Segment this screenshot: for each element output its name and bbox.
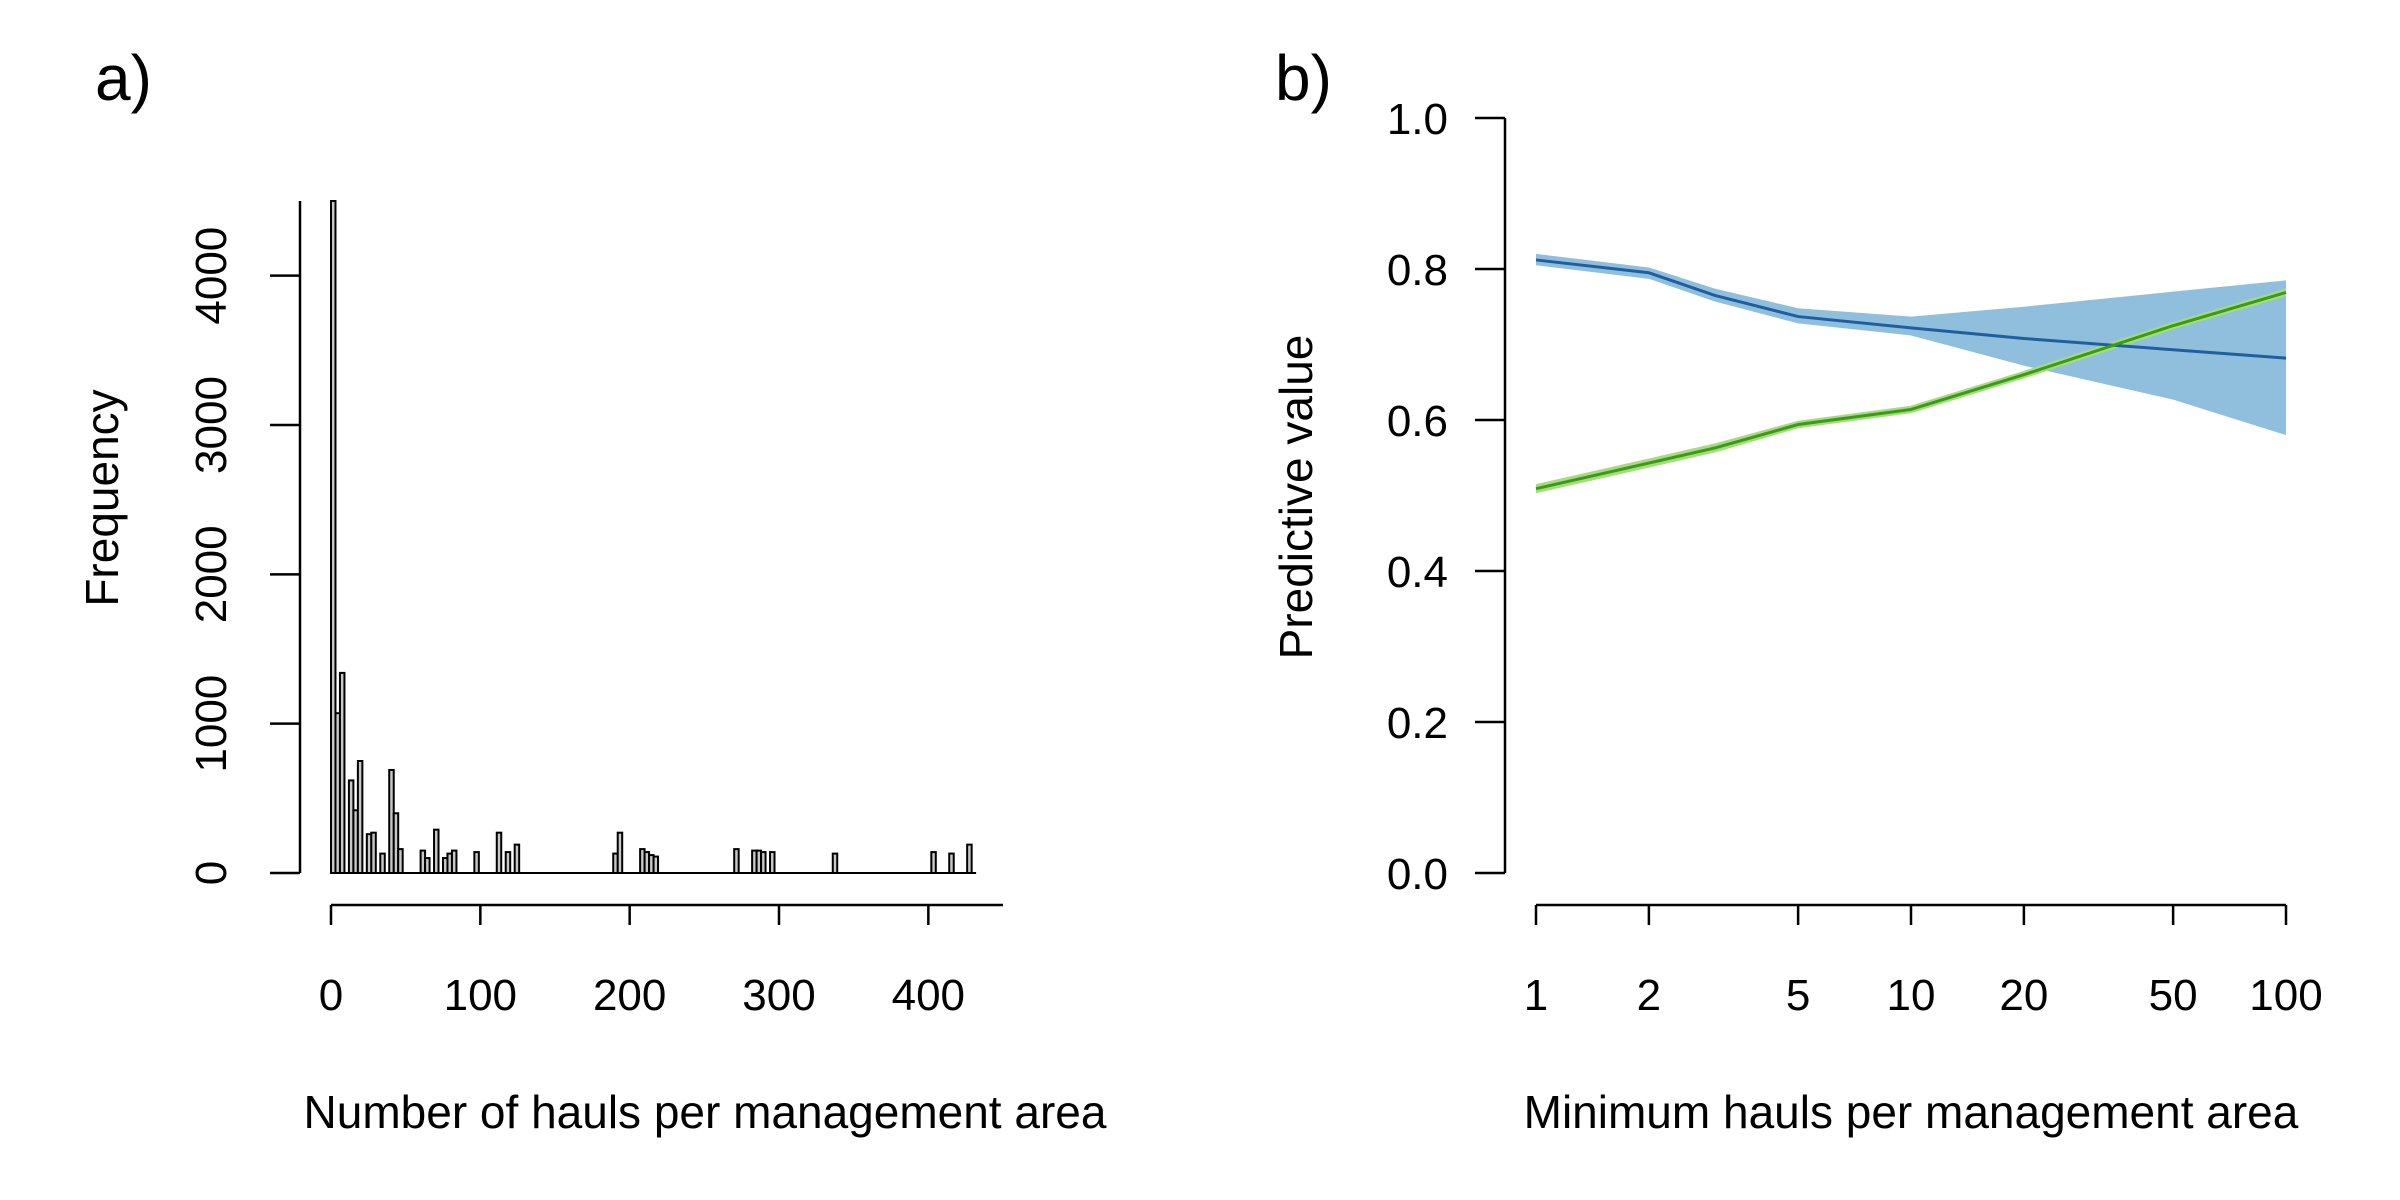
histogram-bar: [769, 851, 776, 874]
y-tick-label: 4000: [187, 227, 236, 325]
x-tick-label: 100: [2249, 971, 2322, 1020]
histogram-bars: [330, 200, 977, 875]
x-tick-label: 300: [742, 971, 815, 1020]
x-tick-label: 200: [593, 971, 666, 1020]
confidence-band-1: [1536, 253, 2286, 436]
x-tick-label: 5: [1786, 971, 1810, 1020]
histogram-bar: [513, 843, 521, 874]
panel-label-a: a): [95, 42, 152, 114]
confidence-band-2: [1536, 288, 2286, 494]
histogram-bar: [338, 671, 346, 874]
x-ticks: 1 2 5 10 20 50 100: [1524, 905, 2323, 1020]
x-tick-label: 1: [1524, 971, 1548, 1020]
histogram-bar: [433, 828, 440, 875]
y-tick-label: 0.4: [1387, 548, 1448, 597]
y-tick-label: 2000: [187, 525, 236, 623]
histogram-bar: [379, 852, 386, 875]
histogram-bar: [652, 855, 660, 874]
y-ticks: 0 1000 2000 3000 4000: [187, 227, 300, 885]
histogram-bar: [948, 852, 955, 875]
x-tick-label: 100: [444, 971, 517, 1020]
x-tick-label: 50: [2149, 971, 2198, 1020]
histogram-bar: [397, 848, 404, 875]
y-tick-label: 0: [187, 861, 236, 885]
histogram-bar: [733, 848, 740, 875]
y-ticks: 0.0 0.2 0.4 0.6 0.8 1.0: [1387, 95, 1505, 899]
x-tick-label: 20: [1999, 971, 2048, 1020]
x-tick-label: 400: [892, 971, 965, 1020]
histogram-bar: [760, 851, 767, 874]
histogram-bar: [504, 851, 512, 874]
histogram-bar: [966, 843, 973, 874]
histogram-panel: a) 0 100 200 300 400 0 1000 2000 3000 4000 Numbe…: [76, 42, 1107, 1138]
x-tick-label: 2: [1637, 971, 1661, 1020]
y-tick-label: 0.6: [1387, 397, 1448, 446]
panel-label-b: b): [1275, 42, 1332, 114]
y-tick-label: 0.0: [1387, 850, 1448, 899]
histogram-bar: [616, 831, 624, 874]
x-axis-label: Minimum hauls per management area: [1524, 1086, 2299, 1138]
x-ticks: 0 100 200 300 400: [319, 905, 965, 1020]
series-lines: [1535, 258, 2287, 491]
line-panel: b) 1 2 5 10 20 50 100 0.0 0.2 0.4 0.6 0.8 1.0 Minim…: [1270, 42, 2323, 1138]
x-tick-label: 10: [1887, 971, 1936, 1020]
y-tick-label: 3000: [187, 376, 236, 474]
y-tick-label: 0.8: [1387, 246, 1448, 295]
y-tick-label: 1000: [187, 675, 236, 773]
y-axis-label: Predictive value: [1270, 335, 1322, 660]
series-line-1: [1535, 258, 2287, 360]
y-tick-label: 1.0: [1387, 95, 1448, 144]
histogram-bar: [495, 831, 503, 874]
histogram-bar: [831, 852, 839, 875]
histogram-bar: [356, 760, 364, 874]
histogram-bar: [930, 851, 937, 874]
y-axis-label: Frequency: [76, 389, 128, 606]
histogram-bar: [473, 851, 480, 874]
series-line-2: [1535, 290, 2287, 491]
y-tick-label: 0.2: [1387, 699, 1448, 748]
confidence-bands: [1536, 253, 2286, 494]
histogram-bar: [450, 849, 458, 874]
x-tick-label: 0: [319, 971, 343, 1020]
histogram-bar: [370, 831, 377, 874]
x-axis-label: Number of hauls per management area: [304, 1086, 1107, 1138]
histogram-bar: [424, 857, 431, 874]
